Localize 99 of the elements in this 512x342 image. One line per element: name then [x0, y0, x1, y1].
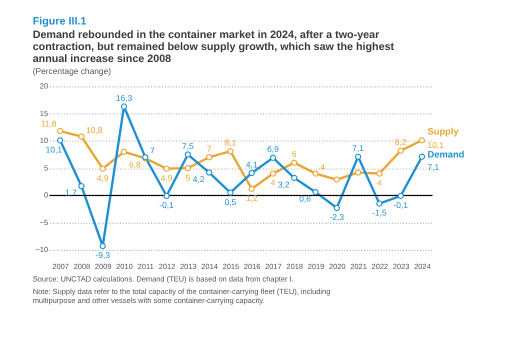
x-tick-label: 2016 — [244, 262, 260, 272]
data-label: 6,9 — [267, 144, 280, 154]
point — [291, 174, 298, 182]
x-tick-label: 2023 — [392, 262, 410, 272]
data-label: 3,2 — [278, 179, 290, 190]
point — [270, 154, 276, 161]
point — [334, 204, 340, 212]
point — [291, 160, 298, 166]
x-tick-label: 2017 — [265, 262, 282, 272]
data-label: 4 — [377, 178, 382, 188]
data-label: -2,3 — [330, 212, 344, 222]
data-label: 0,5 — [224, 196, 237, 207]
x-tick-label: 2010 — [116, 262, 133, 272]
x-tick-label: 2015 — [222, 262, 240, 272]
data-label: 11,8 — [40, 118, 57, 128]
y-tick-label: 0 — [44, 190, 48, 200]
x-tick-label: 2014 — [201, 262, 218, 272]
x-tick-label: 2011 — [138, 262, 154, 272]
data-label: 8,1 — [224, 138, 237, 148]
data-label: 4,2 — [192, 174, 205, 184]
point — [312, 189, 319, 196]
y-tick-label: 15 — [40, 108, 48, 118]
data-label: 10,1 — [46, 144, 62, 154]
point — [418, 154, 426, 160]
point — [184, 151, 191, 158]
point — [248, 186, 255, 192]
data-label: 7 — [150, 146, 155, 156]
point — [57, 128, 64, 134]
x-tick-label: 2024 — [414, 262, 431, 272]
x-tick-label: 2021 — [350, 262, 367, 272]
point — [418, 137, 426, 144]
point — [184, 165, 191, 172]
point — [163, 192, 170, 200]
data-label: 6 — [292, 149, 297, 160]
series-label: Supply — [428, 126, 460, 137]
data-label: 7,1 — [428, 162, 440, 172]
point — [248, 170, 255, 176]
text: Note: Supply data refer to the total capacity of the container-carrying fleet (TEU), including multipurpose and other vessels with some container-carrying capacity. — [32, 286, 330, 306]
series-label: Demand — [428, 150, 465, 160]
data-label: 7,1 — [352, 143, 364, 154]
x-tick-label: 2012 — [158, 262, 176, 272]
point — [206, 154, 212, 160]
point — [376, 200, 382, 207]
x-tick-label: 2013 — [180, 262, 197, 272]
point — [354, 154, 362, 160]
point — [398, 148, 404, 154]
point — [227, 148, 234, 154]
data-label: 4,1 — [246, 159, 258, 170]
x-tick-label: 2009 — [94, 262, 112, 272]
data-label: 7 — [206, 144, 212, 154]
data-label: 1,2 — [246, 192, 258, 203]
data-label: 7,5 — [182, 140, 194, 151]
data-label: 0,6 — [299, 193, 312, 204]
point — [312, 170, 319, 177]
data-label: 4,9 — [160, 172, 173, 183]
point — [334, 176, 340, 183]
point — [227, 190, 234, 196]
y-tick-label: 10 — [40, 136, 48, 146]
point — [376, 170, 382, 177]
data-label: 4 — [320, 162, 326, 172]
x-tick-label: 2020 — [328, 262, 346, 272]
point — [120, 148, 128, 155]
x-tick-label: 2022 — [372, 262, 388, 272]
point — [398, 192, 404, 200]
source-note: Source: UNCTAD calculations. Demand (TEU) is based on data from chapter I. — [32, 274, 294, 284]
text: Figure III.1 — [32, 16, 86, 28]
point — [270, 170, 276, 177]
x-tick-label: 2019 — [308, 262, 324, 272]
point — [100, 242, 106, 250]
data-label: 6,8 — [128, 160, 141, 170]
data-label: -9,3 — [95, 250, 110, 260]
point — [163, 166, 170, 172]
x-tick-label: 2018 — [286, 262, 304, 272]
data-label: 16,3 — [116, 92, 132, 103]
data-label: 5 — [186, 172, 191, 182]
point — [100, 166, 106, 172]
point — [120, 103, 128, 110]
y-tick-label: 5 — [44, 163, 48, 172]
point — [57, 137, 64, 144]
data-label: 10,1 — [428, 140, 444, 150]
data-label: 4,9 — [96, 172, 109, 183]
data-label: -0,1 — [159, 200, 174, 210]
data-label: -1,5 — [372, 208, 387, 218]
data-label: 8,2 — [394, 137, 407, 148]
point — [78, 133, 85, 140]
chart-title: Demand rebounded in the container market in 2024, after a two-year contraction, but remained below supply growth, which saw the highest annual increase since 2008 — [32, 28, 395, 66]
data-label: 10,8 — [86, 124, 103, 135]
y-tick-label: 20 — [40, 82, 48, 91]
y-tick-label: −5 — [40, 218, 48, 227]
x-tick-label: 2008 — [74, 262, 90, 272]
y-tick-label: −10 — [35, 245, 48, 254]
data-label: -0,1 — [393, 200, 408, 210]
point — [206, 169, 212, 176]
point — [78, 183, 85, 190]
x-tick-label: 2007 — [52, 262, 69, 272]
data-label: 1,7 — [65, 187, 78, 198]
point — [354, 169, 362, 176]
data-label: 4 — [270, 178, 276, 188]
chart-subtitle: (Percentage change) — [32, 66, 112, 76]
